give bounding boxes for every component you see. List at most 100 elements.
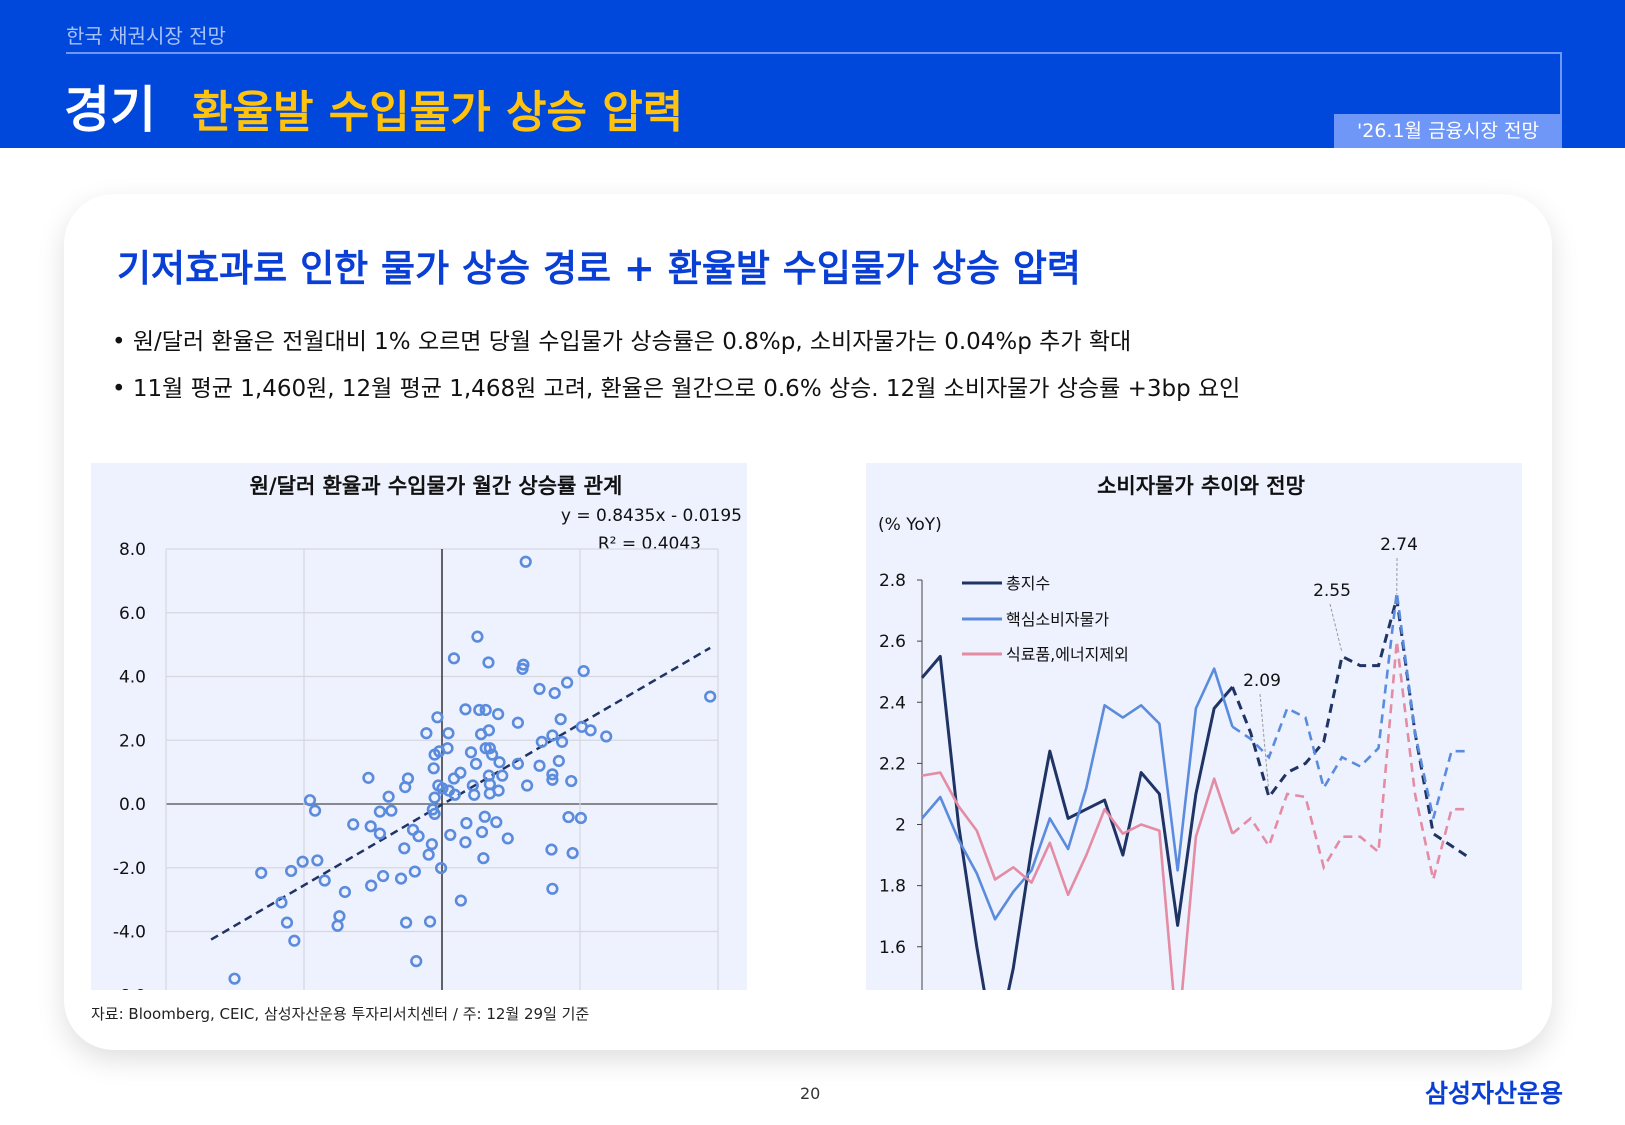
data-point [468, 788, 481, 801]
y-tick-label: 2.6 [879, 632, 906, 652]
data-point [333, 910, 346, 923]
bullet-item: • 11월 평균 1,460원, 12월 평균 1,468원 고려, 환율은 월… [112, 376, 1241, 402]
data-point [434, 861, 448, 875]
data-point [410, 955, 423, 968]
header-divider-vertical [1560, 52, 1562, 118]
y-tick-label: -2.0 [113, 859, 146, 879]
y-tick-label: 6.0 [119, 604, 146, 624]
y-tick-label: 1.6 [879, 938, 906, 958]
y-tick-label: 2.4 [879, 693, 906, 713]
data-point [479, 703, 492, 717]
data-point [308, 804, 322, 817]
data-point [373, 805, 387, 818]
data-point [482, 656, 495, 669]
data-point [280, 916, 294, 929]
legend-label: 총지수 [1006, 574, 1050, 593]
series-line-forecast [1231, 597, 1471, 860]
scatter-chart-panel: 원/달러 환율과 수입물가 월간 상승률 관계 y = 0.8435x - 0.… [91, 463, 747, 1092]
data-point [448, 788, 461, 801]
data-point [428, 807, 441, 820]
bullet-item: • 원/달러 환율은 전월대비 1% 오르면 당월 수입물가 상승률은 0.8%… [112, 329, 1132, 355]
data-point [496, 769, 509, 782]
r-squared: R² = 0.4043 [598, 534, 701, 554]
data-point [285, 864, 298, 878]
chart-title: 소비자물가 추이와 전망 [1097, 474, 1305, 498]
data-point [464, 746, 478, 759]
series-line-actual [920, 654, 1234, 1056]
data-point [400, 916, 413, 929]
page-subtitle: 환율발 수입물가 상승 압력 [192, 87, 684, 138]
trend-equation: y = 0.8435x - 0.0195 [561, 506, 742, 526]
series-line-forecast [1231, 640, 1470, 880]
data-point [377, 869, 390, 883]
data-point [478, 810, 491, 823]
annotation-label: 2.55 [1313, 581, 1351, 601]
data-point [533, 759, 546, 772]
data-point [546, 882, 559, 895]
data-point [311, 854, 324, 867]
data-point [459, 703, 472, 716]
data-point [562, 810, 575, 824]
data-point [554, 713, 567, 726]
content-heading: 기저효과로 인한 물가 상승 경로 + 환율발 수입물가 상승 압력 [117, 247, 1081, 290]
data-point [546, 773, 559, 786]
data-point [546, 768, 559, 781]
section-label: 한국 채권시장 전망 [66, 24, 226, 48]
data-point [364, 820, 377, 833]
y-tick-label: 0.0 [119, 795, 146, 815]
data-point [704, 690, 717, 703]
data-point [552, 754, 565, 768]
data-point [574, 811, 588, 825]
data-point [412, 830, 425, 843]
data-point [501, 832, 514, 845]
company-logo: 삼성자산운용 [1424, 1079, 1563, 1108]
y-tick-label: -6.0 [113, 986, 146, 990]
data-point [385, 804, 398, 817]
data-point [548, 686, 561, 700]
y-tick-label: 1.8 [879, 877, 906, 897]
series-line-actual [921, 667, 1234, 921]
data-point [288, 934, 301, 947]
data-point [546, 729, 559, 742]
data-point [486, 748, 499, 761]
data-point [600, 730, 613, 743]
data-point [492, 708, 505, 721]
data-point [516, 662, 529, 675]
data-point [373, 827, 387, 840]
data-point [475, 825, 489, 839]
data-point [398, 842, 411, 855]
data-point [545, 843, 558, 856]
report-badge: '26.1월 금융시장 전망 [1334, 114, 1562, 148]
y-axis-unit: (% YoY) [878, 515, 942, 535]
data-point [425, 838, 438, 851]
data-point [519, 555, 532, 568]
line-chart-panel: 소비자물가 추이와 전망 (% YoY) 2.8 2.6 2.4 2.2 2 1.8 1.6… [866, 463, 1522, 1102]
data-point [471, 630, 484, 643]
legend-label: 핵심소비자물가 [1006, 610, 1109, 629]
data-point [296, 855, 309, 868]
data-point [482, 724, 496, 737]
data-point [460, 817, 473, 830]
data-point [584, 724, 597, 737]
data-point [228, 972, 241, 985]
y-tick-label: 2.8 [879, 571, 906, 591]
data-point [423, 915, 437, 928]
header-bar: 한국 채권시장 전망 경기 환율발 수입물가 상승 압력 '26.1월 금융시장… [0, 0, 1625, 148]
series-line-forecast [1231, 592, 1470, 819]
data-point [303, 794, 317, 807]
data-point [275, 896, 288, 909]
data-point [318, 874, 331, 887]
data-point [399, 781, 412, 794]
data-point [511, 716, 525, 729]
chart-title: 원/달러 환율과 수입물가 월간 상승률 관계 [250, 474, 623, 498]
data-point [447, 652, 461, 665]
data-point [535, 735, 548, 748]
data-point [382, 790, 395, 803]
header-divider [66, 52, 1562, 54]
data-point [331, 919, 344, 932]
data-point [479, 742, 492, 755]
annotation-leader [1329, 603, 1343, 653]
data-point [555, 735, 569, 748]
data-point [454, 894, 467, 907]
y-tick-label: 2.2 [879, 754, 906, 774]
